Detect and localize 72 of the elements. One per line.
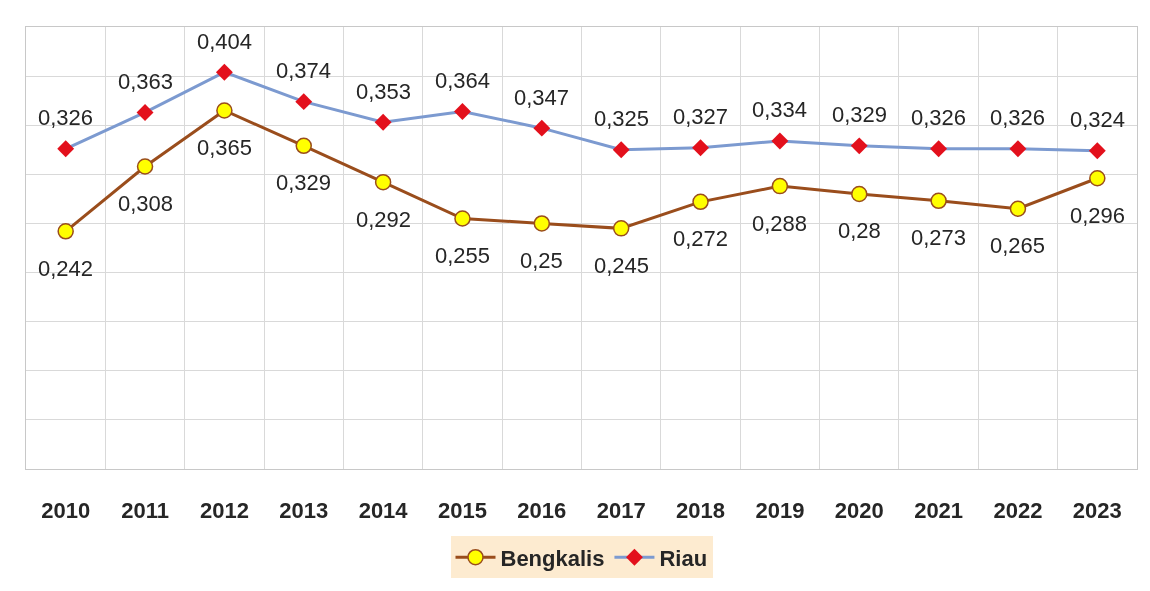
point (533, 215, 551, 232)
x-tick-label: 2018 (676, 498, 726, 524)
data-label: 0,28 (838, 218, 881, 243)
data-label: 0,242 (38, 256, 94, 281)
data-label: 0,364 (435, 68, 491, 93)
data-label: 0,308 (118, 191, 174, 216)
x-tick-label: 2015 (437, 498, 487, 524)
x-tick-label: 2014 (358, 498, 409, 524)
data-label: 0,329 (832, 102, 888, 127)
point (771, 177, 789, 195)
data-label: 0,353 (356, 79, 412, 104)
point (57, 140, 75, 158)
data-label: 0,374 (276, 58, 332, 83)
x-tick-label: 2023 (1072, 498, 1122, 524)
data-label: 0,326 (911, 105, 967, 130)
point (295, 137, 312, 155)
point (692, 139, 709, 157)
point (612, 141, 630, 159)
x-tick-label: 2019 (755, 498, 805, 524)
data-label: 0,325 (594, 106, 650, 131)
point (1009, 140, 1027, 158)
point (374, 113, 392, 131)
legend-label: Bengkalis (500, 545, 605, 571)
x-tick-label: 2016 (517, 498, 567, 524)
data-label: 0,334 (752, 97, 808, 122)
point (215, 63, 233, 81)
point (136, 158, 154, 175)
point (851, 185, 868, 203)
data-label: 0,296 (1070, 203, 1126, 228)
point (136, 104, 154, 121)
point (1088, 142, 1106, 160)
point (533, 119, 551, 137)
x-tick-label: 2021 (914, 498, 964, 524)
point (454, 210, 471, 227)
data-label: 0,363 (118, 69, 174, 94)
data-label: 0,329 (276, 170, 332, 195)
point (374, 173, 392, 191)
x-tick-label: 2013 (279, 498, 329, 524)
point (57, 223, 74, 240)
data-label: 0,365 (197, 135, 253, 160)
point (930, 140, 948, 158)
data-label: 0,326 (990, 105, 1046, 130)
data-label: 0,25 (520, 248, 563, 273)
x-tick-label: 2022 (993, 498, 1043, 524)
point (295, 93, 313, 111)
data-label: 0,265 (990, 233, 1046, 258)
data-label: 0,347 (514, 85, 570, 110)
point (771, 132, 789, 150)
data-label: 0,273 (911, 225, 967, 250)
point (850, 137, 868, 155)
data-label: 0,292 (356, 207, 412, 232)
x-tick-label: 2017 (596, 498, 646, 524)
point (1089, 170, 1106, 187)
point (612, 220, 630, 237)
x-tick-label: 2011 (121, 498, 169, 524)
point (1009, 200, 1027, 217)
data-label: 0,272 (673, 226, 729, 251)
x-tick-label: 2012 (199, 498, 249, 524)
point (692, 193, 709, 211)
data-label: 0,326 (38, 105, 94, 130)
data-label: 0,324 (1070, 107, 1126, 132)
legend-label: Riau (659, 545, 708, 571)
data-label: 0,255 (435, 243, 491, 268)
data-label: 0,327 (673, 104, 729, 129)
data-label: 0,288 (752, 211, 808, 236)
x-tick-label: 2010 (41, 498, 91, 524)
point (454, 103, 471, 120)
data-label: 0,404 (197, 29, 253, 54)
x-tick-label: 2020 (834, 498, 884, 524)
point (216, 102, 233, 119)
point (930, 192, 947, 210)
data-label: 0,245 (594, 253, 650, 278)
